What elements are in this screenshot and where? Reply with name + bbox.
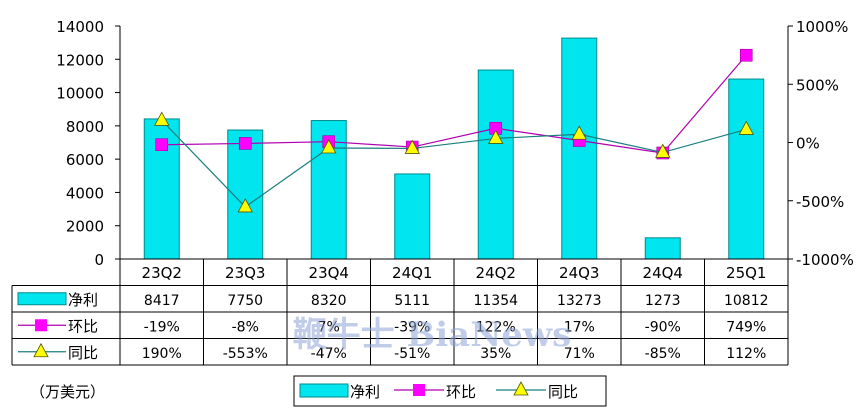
row-key-yoy-marker bbox=[33, 342, 49, 358]
category-label: 23Q3 bbox=[225, 264, 265, 282]
row-label: 环比 bbox=[68, 317, 98, 335]
left-tick-label: 4000 bbox=[66, 184, 104, 202]
row-key-qoq-marker bbox=[35, 319, 47, 332]
data-label: 190% bbox=[142, 346, 182, 362]
right-tick-label: 0% bbox=[796, 135, 820, 153]
category-label: 24Q3 bbox=[559, 264, 599, 282]
category-label: 24Q4 bbox=[643, 264, 683, 282]
data-label: -8% bbox=[232, 319, 259, 335]
data-label: -51% bbox=[394, 346, 430, 362]
point-yoy bbox=[321, 139, 337, 154]
category-label: 23Q4 bbox=[309, 264, 349, 282]
data-label: 10812 bbox=[724, 293, 769, 309]
right-tick-label: -500% bbox=[796, 193, 844, 211]
left-tick-label: 2000 bbox=[66, 218, 104, 236]
line-qoq bbox=[161, 54, 747, 154]
point-yoy bbox=[404, 139, 420, 154]
legend-label-qoq: 环比 bbox=[446, 383, 476, 401]
data-label: -553% bbox=[223, 346, 268, 362]
data-label: 11354 bbox=[473, 293, 518, 309]
legend-label-yoy: 同比 bbox=[548, 383, 578, 401]
data-label: 7% bbox=[318, 319, 340, 335]
data-label: -85% bbox=[645, 346, 681, 362]
bar-net-profit bbox=[644, 237, 681, 260]
category-label: 24Q2 bbox=[476, 264, 516, 282]
watermark-logo: 鞭牛士 BiaNews bbox=[293, 315, 572, 355]
data-label: 749% bbox=[726, 319, 766, 335]
data-label: 7750 bbox=[227, 293, 263, 309]
data-label: 71% bbox=[564, 346, 595, 362]
data-label: 122% bbox=[476, 319, 516, 335]
bar-net-profit bbox=[394, 173, 431, 260]
right-tick-label: 500% bbox=[796, 76, 839, 94]
data-label: 8320 bbox=[311, 293, 347, 309]
bar-net-profit bbox=[561, 37, 598, 260]
point-yoy bbox=[237, 198, 253, 213]
left-tick-label: 8000 bbox=[66, 118, 104, 136]
row-key-net-profit bbox=[17, 292, 67, 306]
legend-key-net-profit bbox=[299, 383, 349, 398]
unit-label: （万美元） bbox=[30, 383, 105, 401]
data-label: -90% bbox=[645, 319, 681, 335]
point-qoq bbox=[238, 137, 252, 150]
data-label: -19% bbox=[144, 319, 180, 335]
data-label: 13273 bbox=[557, 293, 602, 309]
category-label: 24Q1 bbox=[392, 264, 432, 282]
category-label: 25Q1 bbox=[726, 264, 766, 282]
line-yoy bbox=[161, 119, 747, 208]
left-tick-label: 12000 bbox=[56, 51, 104, 69]
category-label: 23Q2 bbox=[142, 264, 182, 282]
left-tick-label: 14000 bbox=[56, 18, 104, 36]
data-label: 17% bbox=[564, 319, 595, 335]
point-yoy bbox=[571, 125, 587, 140]
data-label: 5111 bbox=[394, 293, 430, 309]
point-yoy bbox=[488, 129, 504, 144]
left-tick-label: 0 bbox=[94, 251, 104, 269]
data-label: 1273 bbox=[645, 293, 681, 309]
point-qoq bbox=[155, 138, 169, 152]
data-label: 112% bbox=[726, 346, 766, 362]
bar-net-profit bbox=[728, 78, 765, 260]
data-label: 8417 bbox=[144, 293, 180, 309]
right-tick-label: 1000% bbox=[796, 18, 848, 36]
point-qoq bbox=[739, 48, 753, 62]
right-tick-label: -1000% bbox=[796, 251, 854, 269]
legend-key-qoq-marker bbox=[413, 384, 425, 396]
legend-key-yoy-marker bbox=[513, 381, 529, 396]
bar-net-profit bbox=[477, 69, 514, 260]
row-label: 净利 bbox=[68, 291, 98, 309]
point-yoy bbox=[154, 111, 170, 126]
point-yoy bbox=[655, 143, 671, 158]
point-yoy bbox=[738, 120, 754, 135]
data-label: -39% bbox=[394, 319, 430, 335]
legend-label-net-profit: 净利 bbox=[350, 383, 380, 401]
left-tick-label: 10000 bbox=[56, 85, 104, 103]
data-label: -47% bbox=[311, 346, 347, 362]
row-label: 同比 bbox=[68, 344, 98, 362]
left-tick-label: 6000 bbox=[66, 151, 104, 169]
data-label: 35% bbox=[480, 346, 511, 362]
